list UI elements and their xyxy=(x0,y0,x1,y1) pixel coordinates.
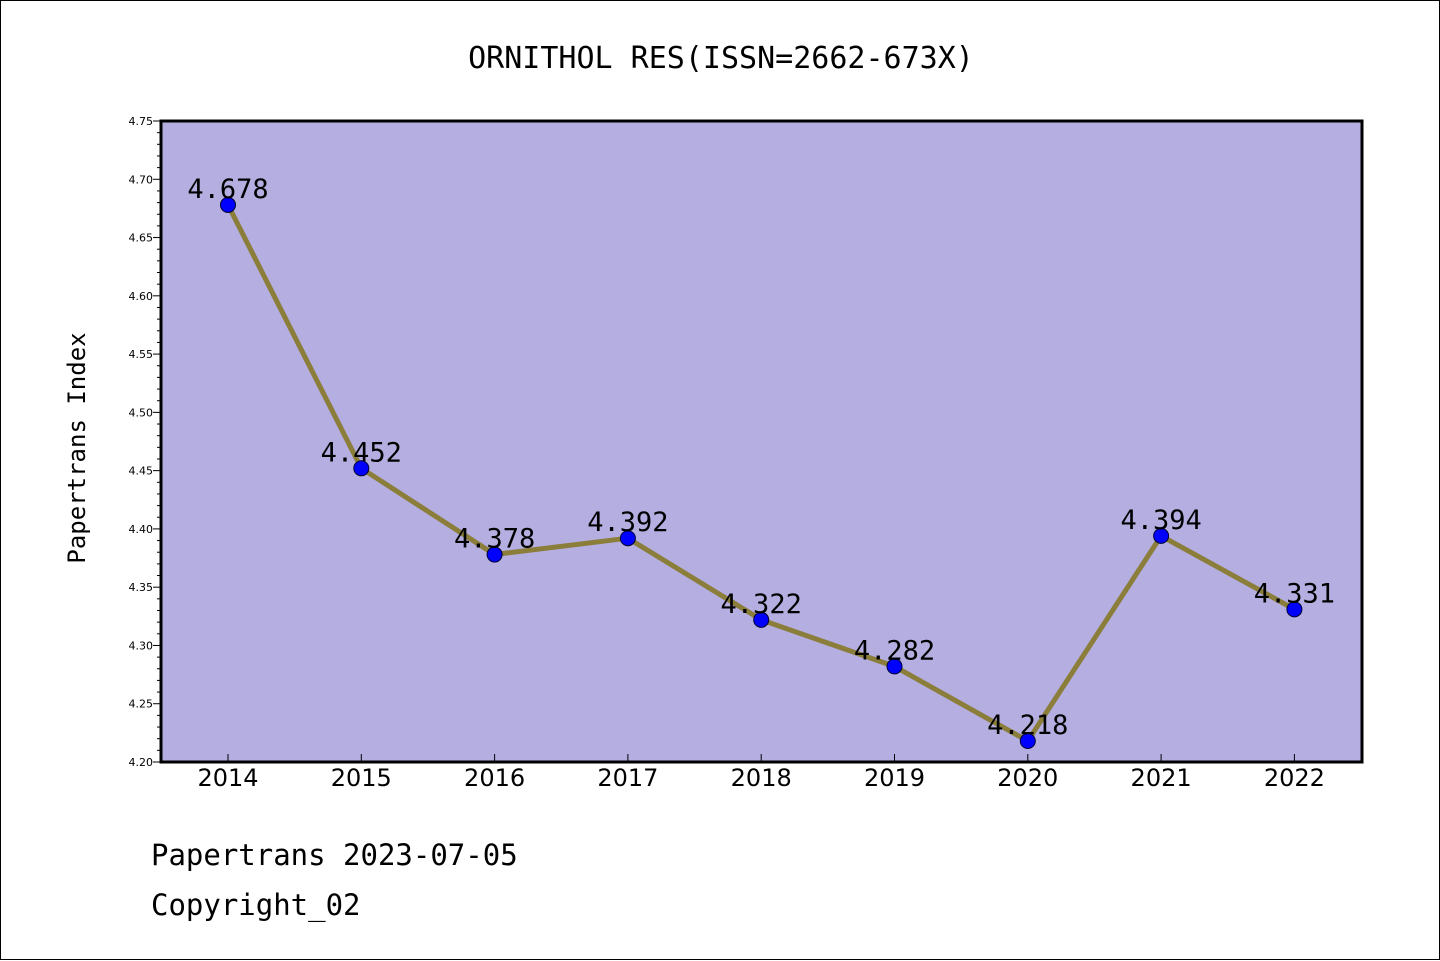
x-tick-label: 2016 xyxy=(464,764,525,792)
data-label: 4.378 xyxy=(454,524,535,555)
data-label: 4.392 xyxy=(587,507,668,538)
x-tick-label: 2014 xyxy=(197,764,258,792)
y-tick-label: 4.75 xyxy=(129,115,154,128)
data-point xyxy=(353,460,370,477)
y-axis-title: Papertrans Index xyxy=(63,332,91,563)
data-labels: 4.678 4.452 4.378 4.392 4.322 4.282 4.218 4.394… xyxy=(187,174,1335,741)
data-point xyxy=(1019,733,1036,750)
footer-copyright: Copyright_02 xyxy=(151,888,361,923)
data-points xyxy=(220,196,1303,750)
y-tick-label: 4.30 xyxy=(129,639,154,652)
y-tick-label: 4.35 xyxy=(129,581,154,594)
y-tick-label: 4.65 xyxy=(129,232,154,245)
y-tick-label: 4.40 xyxy=(129,523,154,536)
chart-title: ORNITHOL RES(ISSN=2662-673X) xyxy=(468,41,974,76)
y-tick-label: 4.60 xyxy=(129,290,154,303)
data-label: 4.452 xyxy=(321,437,402,468)
x-tick-label: 2017 xyxy=(597,764,658,792)
data-label: 4.282 xyxy=(854,635,935,666)
y-tick-label: 4.20 xyxy=(129,756,154,769)
y-tick-label: 4.70 xyxy=(129,173,154,186)
data-label: 4.394 xyxy=(1120,505,1201,536)
data-point xyxy=(886,658,903,675)
x-tick-label: 2021 xyxy=(1131,764,1192,792)
data-label: 4.331 xyxy=(1254,578,1335,609)
x-tick-label: 2019 xyxy=(864,764,925,792)
x-tick-label: 2022 xyxy=(1264,764,1325,792)
data-point xyxy=(619,530,636,547)
x-tick-label: 2015 xyxy=(331,764,392,792)
data-point xyxy=(220,196,236,213)
y-tick-label: 4.50 xyxy=(129,406,154,419)
footer-date: Papertrans 2023-07-05 xyxy=(151,838,518,872)
y-axis: 4.20 4.25 4.30 4.35 4.40 4.45 4.50 4.55 4.60 4.65… xyxy=(129,115,161,769)
data-label: 4.322 xyxy=(721,589,802,620)
x-axis: 2014 2015 2016 2017 2018 2019 2020 2021 2022 xyxy=(197,754,1325,792)
data-point xyxy=(1286,601,1303,618)
data-label: 4.218 xyxy=(987,710,1068,741)
x-tick-label: 2018 xyxy=(731,764,792,792)
plot-border xyxy=(159,119,1364,764)
y-tick-label: 4.25 xyxy=(129,698,154,711)
data-point xyxy=(753,611,770,628)
y-tick-label: 4.45 xyxy=(129,465,154,478)
plot-area xyxy=(161,121,1362,762)
x-tick-label: 2020 xyxy=(997,764,1058,792)
data-point xyxy=(1153,527,1170,544)
data-point xyxy=(486,546,503,563)
y-tick-label: 4.55 xyxy=(129,348,154,361)
data-label: 4.678 xyxy=(187,174,268,205)
